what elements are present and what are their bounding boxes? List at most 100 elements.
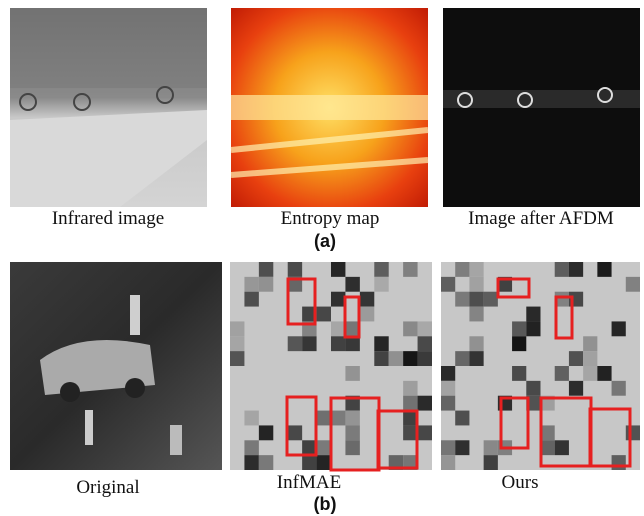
visible-patch xyxy=(569,262,583,277)
visible-patch xyxy=(583,336,597,351)
visible-patch xyxy=(331,262,345,277)
visible-patch xyxy=(345,425,359,440)
visible-patch xyxy=(512,321,526,336)
visible-patch xyxy=(541,440,555,455)
panel-label: (b) xyxy=(314,494,337,514)
visible-patch xyxy=(403,381,417,396)
visible-patch xyxy=(597,262,611,277)
visible-patch xyxy=(374,351,388,366)
visible-patch xyxy=(360,292,374,307)
visible-patch xyxy=(302,336,316,351)
visible-patch xyxy=(526,307,540,322)
visible-patch xyxy=(331,292,345,307)
visible-patch xyxy=(230,321,244,336)
visible-patch xyxy=(441,277,455,292)
visible-patch xyxy=(583,351,597,366)
visible-patch xyxy=(526,381,540,396)
visible-patch xyxy=(455,292,469,307)
visible-patch xyxy=(455,440,469,455)
visible-patch xyxy=(612,321,626,336)
visible-patch xyxy=(345,411,359,426)
visible-patch xyxy=(583,366,597,381)
visible-patch xyxy=(259,277,273,292)
visible-patch xyxy=(345,440,359,455)
visible-patch xyxy=(317,411,331,426)
visible-patch xyxy=(345,336,359,351)
visible-patch xyxy=(418,396,432,411)
visible-patch xyxy=(541,425,555,440)
visible-patch xyxy=(403,321,417,336)
visible-patch xyxy=(569,381,583,396)
visible-patch xyxy=(244,277,258,292)
caption: Ours xyxy=(502,472,539,493)
visible-patch xyxy=(331,336,345,351)
caption: InfMAE xyxy=(277,472,341,493)
visible-patch xyxy=(331,411,345,426)
visible-patch xyxy=(374,336,388,351)
visible-patch xyxy=(555,262,569,277)
figure: Infrared image Entropy map Image after A… xyxy=(0,0,644,516)
visible-patch xyxy=(259,425,273,440)
caption: Entropy map xyxy=(281,208,380,229)
visible-patch xyxy=(259,262,273,277)
visible-patch xyxy=(441,381,455,396)
afdm-image xyxy=(443,8,640,207)
visible-patch xyxy=(469,292,483,307)
visible-patch xyxy=(244,455,258,470)
visible-patch xyxy=(469,277,483,292)
visible-patch xyxy=(597,366,611,381)
visible-patch xyxy=(302,440,316,455)
visible-patch xyxy=(626,425,640,440)
visible-patch xyxy=(374,277,388,292)
panel-label: (a) xyxy=(314,231,336,251)
caption: Original xyxy=(76,477,139,498)
entropy-map xyxy=(231,8,428,207)
visible-patch xyxy=(612,455,626,470)
visible-patch xyxy=(403,425,417,440)
visible-patch xyxy=(441,396,455,411)
visible-patch xyxy=(403,396,417,411)
visible-patch xyxy=(345,277,359,292)
visible-patch xyxy=(512,336,526,351)
visible-patch xyxy=(626,277,640,292)
visible-patch xyxy=(441,366,455,381)
visible-patch xyxy=(469,351,483,366)
visible-patch xyxy=(288,262,302,277)
visible-patch xyxy=(244,440,258,455)
visible-patch xyxy=(469,307,483,322)
visible-patch xyxy=(403,351,417,366)
visible-patch xyxy=(360,307,374,322)
visible-patch xyxy=(418,351,432,366)
visible-patch xyxy=(302,455,316,470)
visible-patch xyxy=(555,440,569,455)
visible-patch xyxy=(244,411,258,426)
visible-patch xyxy=(389,351,403,366)
visible-patch xyxy=(455,262,469,277)
visible-patch xyxy=(230,351,244,366)
visible-patch xyxy=(612,381,626,396)
visible-patch xyxy=(441,455,455,470)
visible-patch xyxy=(345,366,359,381)
visible-patch xyxy=(418,321,432,336)
visible-patch xyxy=(331,321,345,336)
visible-patch xyxy=(484,455,498,470)
visible-patch xyxy=(512,366,526,381)
visible-patch xyxy=(288,336,302,351)
visible-patch xyxy=(317,455,331,470)
caption: Image after AFDM xyxy=(468,208,614,229)
visible-patch xyxy=(455,351,469,366)
visible-patch xyxy=(441,440,455,455)
visible-patch xyxy=(455,411,469,426)
visible-patch xyxy=(244,292,258,307)
visible-patch xyxy=(469,262,483,277)
visible-patch xyxy=(526,321,540,336)
visible-patch xyxy=(418,336,432,351)
infrared-image xyxy=(10,8,207,207)
visible-patch xyxy=(418,425,432,440)
visible-patch xyxy=(484,440,498,455)
visible-patch xyxy=(469,336,483,351)
visible-patch xyxy=(230,336,244,351)
visible-patch xyxy=(317,440,331,455)
visible-patch xyxy=(569,351,583,366)
visible-patch xyxy=(403,411,417,426)
